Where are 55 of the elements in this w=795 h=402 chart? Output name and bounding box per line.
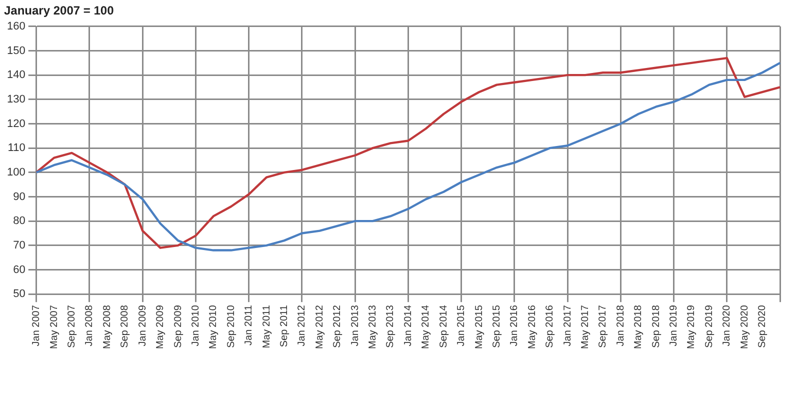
x-tick-label: Sep 2012 [332,304,344,348]
x-tick-label: May 2016 [526,304,538,350]
x-tick-label: May 2018 [633,304,644,350]
x-tick-label: May 2012 [314,304,326,350]
x-tick-label: May 2020 [739,304,750,350]
x-tick-label: May 2019 [686,304,698,350]
x-tick-label: Sep 2018 [650,304,662,348]
x-tick-label: May 2007 [48,304,60,350]
x-tick-label: Jan 2014 [402,304,414,346]
x-tick-label: Jan 2015 [456,304,468,346]
y-tick-label: 150 [6,44,26,57]
x-tick-label: Sep 2010 [226,304,237,348]
x-tick-label: Sep 2008 [120,304,131,348]
x-tick-label: Sep 2019 [704,304,715,348]
y-tick-label: 50 [13,288,26,300]
x-tick-label: May 2009 [155,304,166,350]
x-tick-label: Sep 2007 [66,304,78,348]
y-tick-label: 120 [6,118,26,130]
x-tick-label: Sep 2016 [544,304,556,348]
x-tick-label: Jan 2007 [31,304,42,346]
x-tick-label: Sep 2017 [598,304,609,348]
x-tick-label: Sep 2015 [491,304,502,348]
x-tick-label: Jan 2019 [668,304,680,346]
x-tick-label: Jan 2018 [615,304,626,346]
x-tick-label: May 2017 [580,304,591,350]
x-tick-label: Jan 2016 [509,304,520,346]
y-tick-label: 80 [13,215,26,228]
y-tick-label: 130 [6,93,26,106]
x-tick-label: Jan 2013 [350,304,361,346]
y-tick-label: 110 [8,142,26,154]
chart-title: January 2007 = 100 [4,4,114,18]
y-tick-label: 140 [6,69,26,82]
y-tick-label: 90 [13,190,26,203]
x-tick-label: Sep 2020 [757,304,768,348]
y-tick-label: 70 [13,239,26,252]
x-tick-label: Sep 2009 [172,304,184,348]
x-tick-label: Jan 2012 [296,304,308,346]
x-tick-label: Sep 2014 [438,304,450,348]
x-tick-label: Jan 2017 [562,304,574,346]
x-tick-label: May 2013 [368,304,379,350]
x-tick-label: Jan 2009 [137,304,148,346]
x-tick-label: Sep 2011 [278,304,290,348]
x-tick-label: Jan 2020 [722,304,733,346]
x-tick-label: Jan 2010 [190,304,202,346]
y-tick-label: 100 [6,166,26,178]
x-tick-label: Jan 2011 [244,304,255,346]
y-tick-label: 160 [6,20,26,32]
x-tick-label: Sep 2013 [385,304,396,348]
x-tick-label: May 2010 [208,304,220,350]
x-tick-label: May 2014 [420,304,432,350]
x-tick-label: May 2015 [474,304,485,350]
x-tick-label: May 2008 [102,304,113,350]
y-tick-label: 60 [13,264,26,276]
x-tick-label: May 2011 [261,304,272,348]
x-tick-label: Jan 2008 [84,304,96,346]
